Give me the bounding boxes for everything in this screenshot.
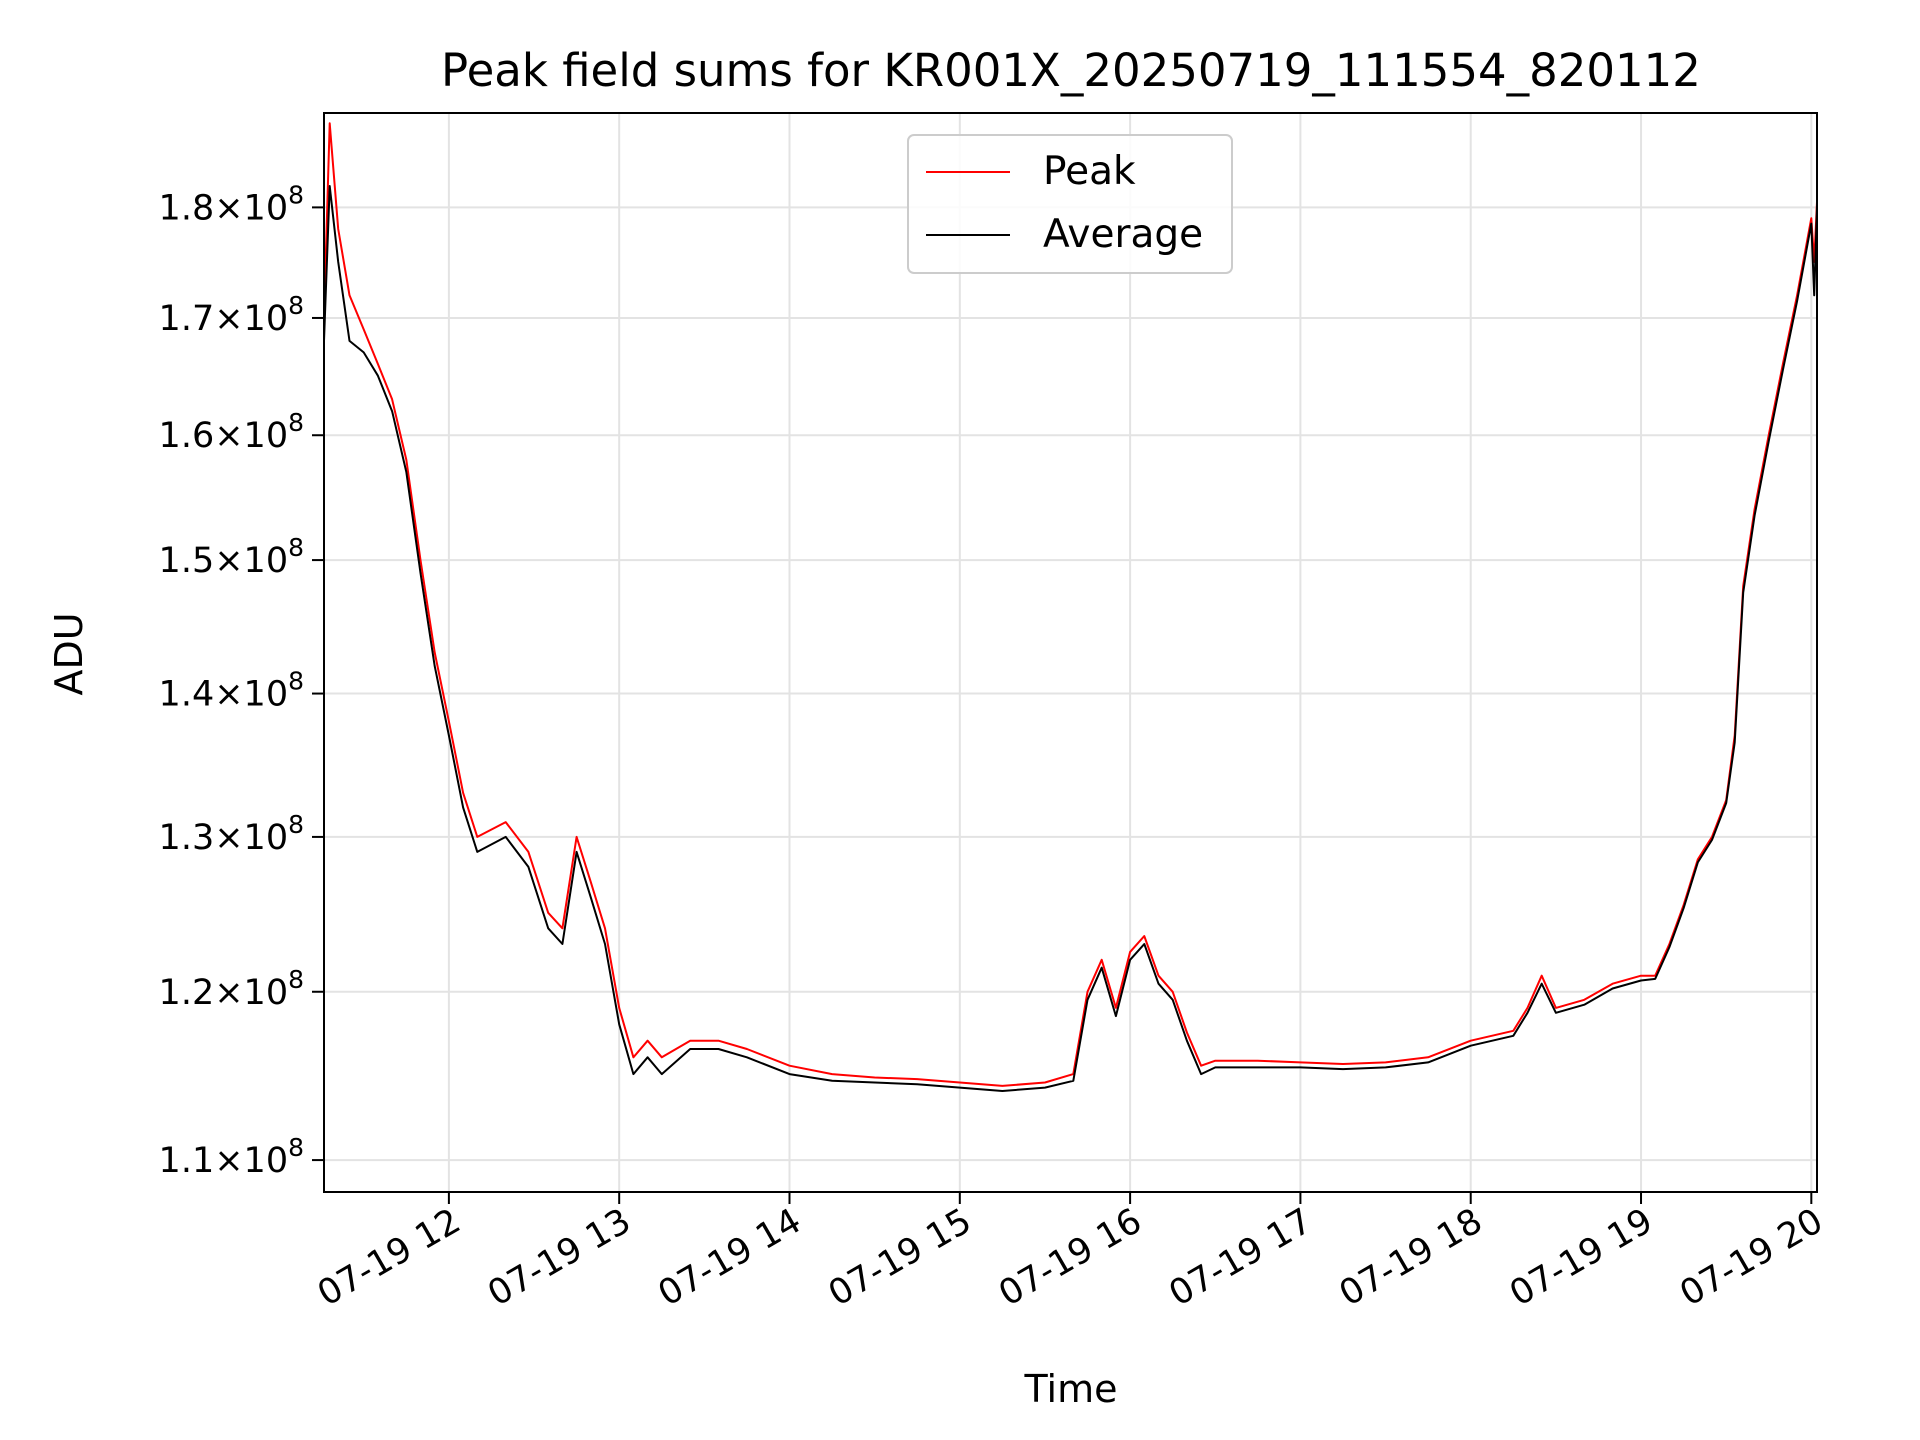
y-tick-times: × (214, 1141, 243, 1181)
y-tick-exponent: 8 (288, 180, 304, 209)
y-tick-times: × (214, 818, 243, 858)
y-tick-exponent: 8 (288, 533, 304, 562)
y-tick-times: × (214, 416, 243, 456)
y-tick-times: × (214, 188, 243, 228)
y-tick-base: 10 (244, 818, 289, 858)
y-tick-mantissa: 1.6 (159, 416, 215, 456)
y-tick-label: 1.6×108 (159, 408, 304, 456)
y-axis-label: ADU (47, 612, 91, 695)
y-tick-mantissa: 1.4 (159, 675, 215, 715)
y-tick-mantissa: 1.7 (159, 299, 215, 339)
y-tick-exponent: 8 (288, 667, 304, 696)
y-tick-label: 1.4×108 (159, 667, 304, 715)
y-tick-base: 10 (244, 973, 289, 1013)
y-tick-base: 10 (244, 675, 289, 715)
legend-label-average: Average (1043, 212, 1203, 257)
y-tick-mantissa: 1.5 (159, 541, 215, 581)
series-line-average (323, 185, 1818, 1092)
y-tick-mantissa: 1.2 (159, 973, 215, 1013)
plot-frame (323, 112, 1818, 1193)
y-tick-times: × (214, 299, 243, 339)
y-tick-label: 1.3×108 (159, 810, 304, 858)
y-tick-label: 1.5×108 (159, 533, 304, 581)
y-tick-times: × (214, 541, 243, 581)
y-axis-ticks: 1.1×1081.2×1081.3×1081.4×1081.5×1081.6×1… (159, 180, 324, 1181)
y-tick-exponent: 8 (288, 965, 304, 994)
y-tick-mantissa: 1.1 (159, 1141, 215, 1181)
y-tick-label: 1.8×108 (159, 180, 304, 228)
y-tick-times: × (214, 675, 243, 715)
y-tick-mantissa: 1.8 (159, 188, 215, 228)
plot-lines (323, 122, 1818, 1092)
y-tick-base: 10 (244, 299, 289, 339)
y-tick-base: 10 (244, 541, 289, 581)
y-tick-times: × (214, 973, 243, 1013)
x-axis-label: Time (1024, 1367, 1118, 1411)
y-tick-base: 10 (244, 1141, 289, 1181)
y-tick-exponent: 8 (288, 1133, 304, 1162)
y-tick-label: 1.2×108 (159, 965, 304, 1013)
gridlines (324, 113, 1817, 1192)
chart-title: Peak field sums for KR001X_20250719_1115… (441, 44, 1701, 97)
y-tick-exponent: 8 (288, 810, 304, 839)
y-tick-exponent: 8 (288, 291, 304, 320)
y-tick-exponent: 8 (288, 408, 304, 437)
legend-label-peak: Peak (1043, 149, 1136, 194)
legend-box (907, 134, 1233, 274)
y-tick-mantissa: 1.3 (159, 818, 215, 858)
legend: Peak Average (907, 134, 1233, 274)
y-tick-base: 10 (244, 416, 289, 456)
y-tick-label: 1.7×108 (159, 291, 304, 339)
y-tick-label: 1.1×108 (159, 1133, 304, 1181)
y-tick-base: 10 (244, 188, 289, 228)
